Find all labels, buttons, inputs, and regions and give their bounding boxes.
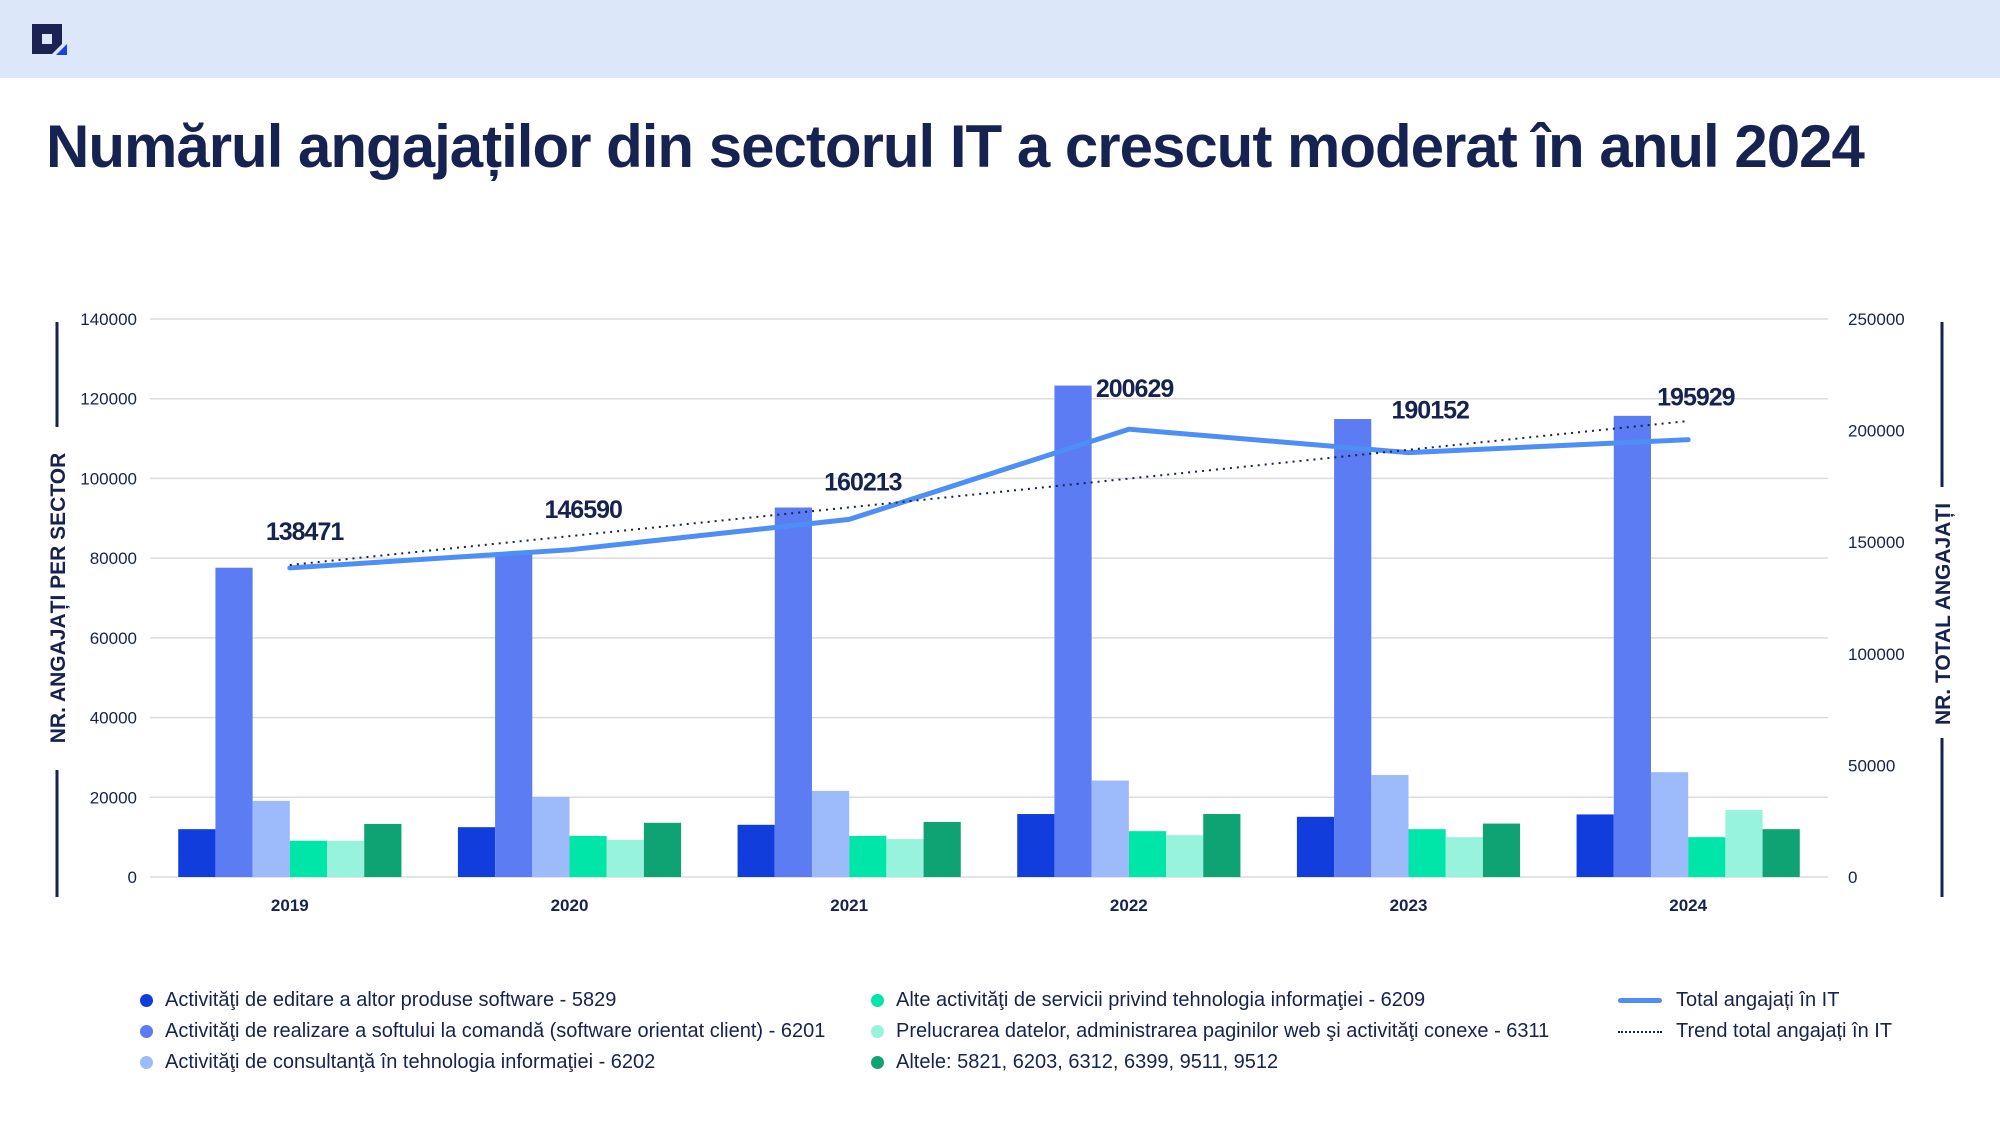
y2-tick-label: 200000 xyxy=(1848,422,1905,441)
bar-2023-series-1 xyxy=(1296,816,1335,877)
legend-label: Prelucrarea datelor, administrarea pagin… xyxy=(896,1020,1550,1042)
legend-item: Alte activităţi de servicii privind tehn… xyxy=(871,985,1549,1016)
bar-2022-series-3 xyxy=(1091,780,1129,877)
bar-2023-series-2 xyxy=(1334,419,1372,877)
y2-tick-label: 100000 xyxy=(1848,645,1905,664)
y2-tick-label: 0 xyxy=(1848,868,1857,887)
legend-label: Activităţi de consultanţă în tehnologia … xyxy=(165,1051,656,1073)
bar-2021-series-3 xyxy=(811,790,850,877)
legend-swatch-icon xyxy=(871,994,884,1007)
legend-column-totals: Total angajați în IT Trend total angajaț… xyxy=(1618,985,1892,1047)
legend-swatch-icon xyxy=(140,1056,153,1069)
bar-2022-series-1 xyxy=(1017,814,1055,877)
total-data-label: 160213 xyxy=(824,468,902,496)
legend-dotted-line-icon xyxy=(1618,1030,1662,1033)
bar-2019-series-1 xyxy=(178,829,216,877)
legend-item: Activităţi de realizare a softului la co… xyxy=(140,1016,825,1047)
legend-label: Altele: 5821, 6203, 6312, 6399, 9511, 95… xyxy=(896,1051,1279,1073)
x-tick-label: 2020 xyxy=(551,896,589,915)
legend-column-sectors-1: Activităţi de editare a altor produse so… xyxy=(140,985,825,1078)
bar-2021-series-6 xyxy=(923,821,961,877)
legend-item: Total angajați în IT xyxy=(1618,985,1892,1016)
legend-column-sectors-2: Alte activităţi de servicii privind tehn… xyxy=(871,985,1549,1078)
brand-logo-icon xyxy=(32,24,67,55)
y-tick-label: 40000 xyxy=(90,709,137,728)
bar-2021-series-1 xyxy=(737,824,775,877)
total-line xyxy=(287,426,1691,571)
y-axis-title: NR. ANGAJAȚI PER SECTOR xyxy=(47,453,70,744)
bar-2022-series-6 xyxy=(1203,814,1241,877)
legend-item: Altele: 5821, 6203, 6312, 6399, 9511, 95… xyxy=(871,1047,1549,1078)
bar-2023-series-5 xyxy=(1445,837,1483,877)
y-tick-label: 140000 xyxy=(80,310,137,329)
bar-2021-series-4 xyxy=(849,835,887,877)
bar-2020-series-3 xyxy=(532,796,570,877)
bar-2019-series-5 xyxy=(327,840,365,877)
legend-item: Prelucrarea datelor, administrarea pagin… xyxy=(871,1016,1549,1047)
bar-2021-series-5 xyxy=(886,839,924,877)
bar-2020-series-6 xyxy=(643,822,682,877)
y2-tick-label: 50000 xyxy=(1848,756,1895,775)
legend-label: Trend total angajați în IT xyxy=(1676,1020,1893,1042)
trend-line xyxy=(289,420,1689,566)
legend-item: Trend total angajați în IT xyxy=(1618,1016,1892,1047)
legend-label: Alte activităţi de servicii privind tehn… xyxy=(896,989,1426,1011)
total-data-label: 200629 xyxy=(1096,375,1174,403)
page-title: Numărul angajaților din sectorul IT a cr… xyxy=(46,113,1865,180)
y-tick-label: 20000 xyxy=(90,788,137,807)
legend-label: Total angajați în IT xyxy=(1676,989,1840,1011)
bar-2024-series-1 xyxy=(1576,814,1614,877)
bar-2019-series-2 xyxy=(215,567,253,877)
x-tick-label: 2021 xyxy=(830,896,868,915)
legend-item: Activităţi de consultanţă în tehnologia … xyxy=(140,1047,825,1078)
bar-2019-series-4 xyxy=(289,840,328,877)
bar-2022-series-2 xyxy=(1054,385,1092,877)
legend-item: Activităţi de editare a altor produse so… xyxy=(140,985,825,1016)
legend-swatch-icon xyxy=(140,1025,153,1038)
bar-2024-series-3 xyxy=(1650,772,1689,877)
header-bar xyxy=(0,0,2000,78)
total-data-label: 146590 xyxy=(545,496,623,524)
x-tick-label: 2023 xyxy=(1390,896,1428,915)
y-tick-label: 120000 xyxy=(80,390,137,409)
legend-swatch-icon xyxy=(140,994,153,1007)
bar-2019-series-6 xyxy=(364,823,402,877)
bar-2023-series-3 xyxy=(1371,774,1409,877)
y-tick-label: 80000 xyxy=(90,549,137,568)
y2-tick-label: 150000 xyxy=(1848,533,1905,552)
y-tick-label: 0 xyxy=(128,868,137,887)
y-tick-label: 60000 xyxy=(90,629,137,648)
bar-2024-series-2 xyxy=(1613,415,1651,877)
bar-2020-series-1 xyxy=(457,827,496,877)
bar-2021-series-2 xyxy=(774,507,812,877)
bar-2024-series-4 xyxy=(1688,837,1726,877)
x-tick-label: 2024 xyxy=(1669,896,1707,915)
bar-2020-series-2 xyxy=(495,554,533,877)
chart: 0 20000 40000 60000 80000 100000 120000 140000 0… xyxy=(47,310,1955,915)
bar-2024-series-5 xyxy=(1725,810,1763,877)
bar-2024-series-6 xyxy=(1762,829,1800,877)
x-tick-label: 2022 xyxy=(1110,896,1148,915)
legend-line-icon xyxy=(1618,998,1662,1003)
total-data-label: 138471 xyxy=(266,518,345,546)
legend-swatch-icon xyxy=(871,1025,884,1038)
x-tick-label: 2019 xyxy=(271,896,309,915)
y2-axis-title: NR. TOTAL ANGAJAȚI xyxy=(1932,503,1955,725)
legend-swatch-icon xyxy=(871,1056,884,1069)
total-data-label: 195929 xyxy=(1657,384,1735,412)
total-data-label: 190152 xyxy=(1392,397,1470,425)
bar-2022-series-5 xyxy=(1166,835,1204,877)
y-tick-label: 100000 xyxy=(80,469,137,488)
bar-2023-series-6 xyxy=(1482,823,1521,877)
legend-label: Activităţi de editare a altor produse so… xyxy=(165,989,617,1011)
bar-2019-series-3 xyxy=(252,800,290,877)
y2-tick-label: 250000 xyxy=(1848,310,1905,329)
bar-2020-series-5 xyxy=(606,839,644,877)
bar-2023-series-4 xyxy=(1408,829,1446,877)
legend-label: Activităţi de realizare a softului la co… xyxy=(165,1020,826,1042)
bar-2020-series-4 xyxy=(569,835,607,877)
bar-2022-series-4 xyxy=(1128,831,1167,877)
